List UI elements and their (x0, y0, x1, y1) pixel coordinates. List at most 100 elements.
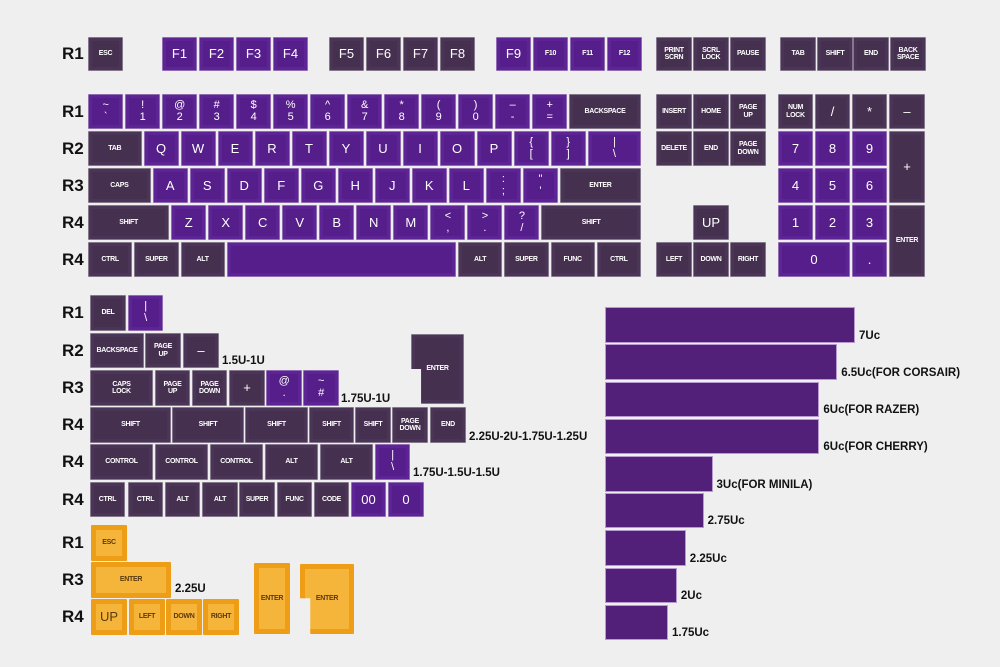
key-legend: B (332, 214, 342, 230)
key-legend: DELETE (661, 144, 687, 152)
key-legend: NUM LOCK (786, 104, 805, 119)
key-0: 0 (388, 482, 424, 517)
key-legend: ) 0 (472, 98, 479, 123)
key-right: RIGHT (203, 599, 239, 635)
key-q: Q (143, 131, 179, 166)
key-h: H (337, 168, 373, 203)
key-back-space: BACK SPACE (890, 37, 926, 71)
key-legend: PAUSE (736, 50, 760, 58)
key-print-scrn: PRINT SCRN (656, 37, 692, 71)
key-6: ^ 6 (310, 94, 345, 129)
key-legend: SUPER (515, 255, 538, 263)
key-symbol: / (815, 94, 850, 129)
key-legend: * 8 (398, 98, 405, 123)
key-legend: X (221, 214, 231, 230)
key-f6: F6 (366, 37, 401, 71)
key-legend: * (866, 103, 873, 119)
spacebar-2uc (605, 568, 677, 603)
key-esc: ESC (91, 525, 127, 561)
key-legend: $ 4 (250, 98, 257, 123)
key-legend: O (451, 140, 463, 156)
key-legend: 0 (810, 251, 818, 267)
spacebar-6uc-for-cherry (605, 419, 820, 454)
key-0: ) 0 (458, 94, 493, 129)
key-f3: F3 (236, 37, 271, 71)
key-control: CONTROL (155, 444, 208, 480)
key-legend: + = (546, 98, 553, 123)
key-legend: TAB (791, 50, 805, 58)
spacebar-size-label: 6Uc(FOR CHERRY) (823, 441, 928, 453)
key-k: K (411, 168, 447, 203)
key-legend: / (830, 103, 835, 119)
key-enter: ENTER (889, 205, 925, 277)
key-c: C (245, 205, 281, 240)
key-legend: END (441, 421, 455, 429)
size-note: 2.25U (175, 583, 206, 595)
key-symbol: + (229, 370, 265, 406)
key-shift: SHIFT (88, 205, 170, 240)
row-label: R3 (62, 570, 84, 589)
key-delete: DELETE (656, 131, 692, 166)
key-num-lock: NUM LOCK (778, 94, 813, 129)
key-legend: 2 (828, 214, 837, 230)
key-legend: ENTER (895, 237, 919, 245)
key-legend: { [ (529, 135, 533, 160)
key-legend: CODE (321, 495, 342, 503)
key-legend: 8 (828, 140, 837, 156)
key-legend: F8 (449, 46, 466, 62)
key-legend: FUNC (563, 255, 583, 263)
key-legend: F4 (282, 46, 299, 62)
row-label: R4 (62, 452, 84, 471)
key-legend: CTRL (98, 495, 117, 503)
key-legend: SHIFT (825, 50, 845, 58)
key-legend: F12 (618, 50, 631, 58)
key-legend: SCRL LOCK (701, 46, 721, 61)
key-ctrl: CTRL (90, 482, 125, 517)
key-f7: F7 (403, 37, 438, 71)
key-legend: ^ 6 (324, 98, 331, 123)
key-legend: PAGE DOWN (737, 141, 759, 156)
key-legend: F9 (505, 46, 522, 62)
key-super: SUPER (239, 482, 275, 517)
key-legend: F6 (375, 46, 392, 62)
row-label: R4 (62, 415, 84, 434)
key-symbol: { [ (513, 131, 549, 166)
key-00: 00 (351, 482, 386, 517)
key-enter: ENTER (559, 168, 641, 203)
key-legend: ! 1 (139, 98, 146, 123)
key-func: FUNC (277, 482, 312, 517)
key-9: ( 9 (421, 94, 456, 129)
key-caps: CAPS (88, 168, 151, 203)
key-symbol: } ] (550, 131, 586, 166)
key-page-down: PAGE DOWN (392, 407, 428, 443)
key-alt: ALT (458, 242, 503, 277)
key-legend: PAGE UP (153, 343, 173, 358)
key-r: R (254, 131, 290, 166)
row-label: R1 (62, 102, 84, 121)
key-up: UP (693, 205, 729, 240)
key-legend: F11 (582, 50, 593, 58)
key-1: ! 1 (125, 94, 160, 129)
key-symbol: . (852, 242, 887, 277)
key-legend: CONTROL (220, 458, 253, 466)
key-legend: P (489, 140, 499, 156)
key-legend: F7 (412, 46, 429, 62)
key-ctrl: CTRL (88, 242, 133, 277)
key-legend: PRINT SCRN (664, 46, 684, 61)
row-label: R3 (62, 176, 84, 195)
key-1: 1 (778, 205, 813, 240)
key-legend: N (369, 214, 379, 230)
key-8: * 8 (384, 94, 419, 129)
key-legend: H (350, 177, 360, 193)
key-legend: ENTER (119, 576, 143, 584)
key-legend: S (202, 177, 212, 193)
key-5: % 5 (273, 94, 308, 129)
spacebar-1-75uc (605, 605, 668, 640)
key-9: 9 (852, 131, 887, 166)
key-insert: INSERT (656, 94, 692, 129)
key-symbol: : ; (485, 168, 521, 203)
key-del: DEL (90, 295, 126, 331)
key-legend: CTRL (610, 255, 628, 263)
spacebar-size-label: 1.75Uc (672, 627, 710, 639)
key-legend: – - (509, 98, 516, 123)
